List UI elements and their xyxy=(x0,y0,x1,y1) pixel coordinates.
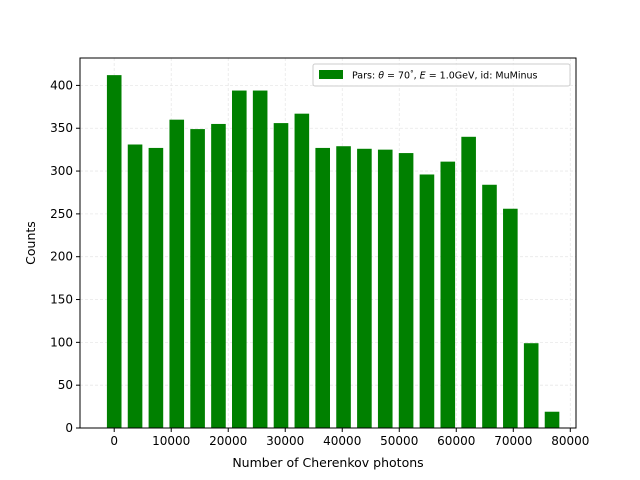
y-tick-label: 0 xyxy=(65,421,73,435)
bars xyxy=(106,75,560,429)
bar xyxy=(336,146,351,428)
legend: Pars: θ = 70°, E = 1.0GeV, id: MuMinus xyxy=(312,63,571,87)
x-tick-label: 30000 xyxy=(266,434,304,448)
bar xyxy=(232,90,247,428)
x-tick-label: 60000 xyxy=(437,434,475,448)
legend-degree: ° xyxy=(410,70,414,78)
y-tick-label: 300 xyxy=(50,164,73,178)
bar xyxy=(440,161,456,428)
y-tick-label: 100 xyxy=(50,335,73,349)
bar xyxy=(419,174,435,428)
x-tick-label: 10000 xyxy=(152,434,190,448)
bar xyxy=(252,90,268,428)
bar xyxy=(461,136,476,428)
bar xyxy=(190,129,205,429)
y-tick-label: 400 xyxy=(50,78,73,92)
bar xyxy=(148,147,164,429)
bar xyxy=(106,75,122,428)
y-tick-label: 150 xyxy=(50,293,73,307)
plot-frame xyxy=(79,57,577,429)
bar xyxy=(127,144,143,428)
y-axis: 0 50 100 150 200 250 300 350 400 xyxy=(50,78,80,435)
y-axis-label: Counts xyxy=(23,221,38,265)
y-tick-label: 50 xyxy=(58,378,73,392)
x-tick-label: 50000 xyxy=(380,434,418,448)
x-tick-label: 20000 xyxy=(209,434,247,448)
bar xyxy=(523,343,539,428)
y-tick-label: 200 xyxy=(50,250,73,264)
legend-box xyxy=(312,63,571,87)
legend-prefix: Pars: xyxy=(352,71,378,82)
x-tick-label: 40000 xyxy=(323,434,361,448)
bar xyxy=(544,411,560,428)
x-axis-label: Number of Cherenkov photons xyxy=(232,455,423,470)
bar xyxy=(357,148,372,428)
bar xyxy=(377,149,393,428)
x-axis: 0 10000 20000 30000 40000 50000 60000 70000 8000… xyxy=(110,428,589,448)
x-tick-label: 80000 xyxy=(551,434,589,448)
y-tick-label: 250 xyxy=(50,207,73,221)
x-tick-label: 0 xyxy=(110,434,118,448)
bar xyxy=(294,113,310,428)
bar xyxy=(482,184,497,428)
bar xyxy=(398,153,414,428)
bar xyxy=(211,123,226,429)
x-tick-label: 70000 xyxy=(494,434,532,448)
bar xyxy=(503,208,518,428)
y-tick-label: 350 xyxy=(50,121,73,135)
legend-label: Pars: θ = 70°, E = 1.0GeV, id: MuMinus xyxy=(352,70,538,82)
legend-energy-symbol: E xyxy=(420,71,426,82)
bar xyxy=(273,123,289,428)
legend-theta-value: = 70 xyxy=(384,71,410,82)
bar xyxy=(315,147,330,429)
legend-theta-symbol: θ xyxy=(378,71,384,82)
legend-energy-value: = 1.0GeV, id: MuMinus xyxy=(426,71,538,82)
bar xyxy=(169,119,185,429)
legend-swatch xyxy=(319,70,343,79)
legend-sep: , xyxy=(414,71,420,82)
